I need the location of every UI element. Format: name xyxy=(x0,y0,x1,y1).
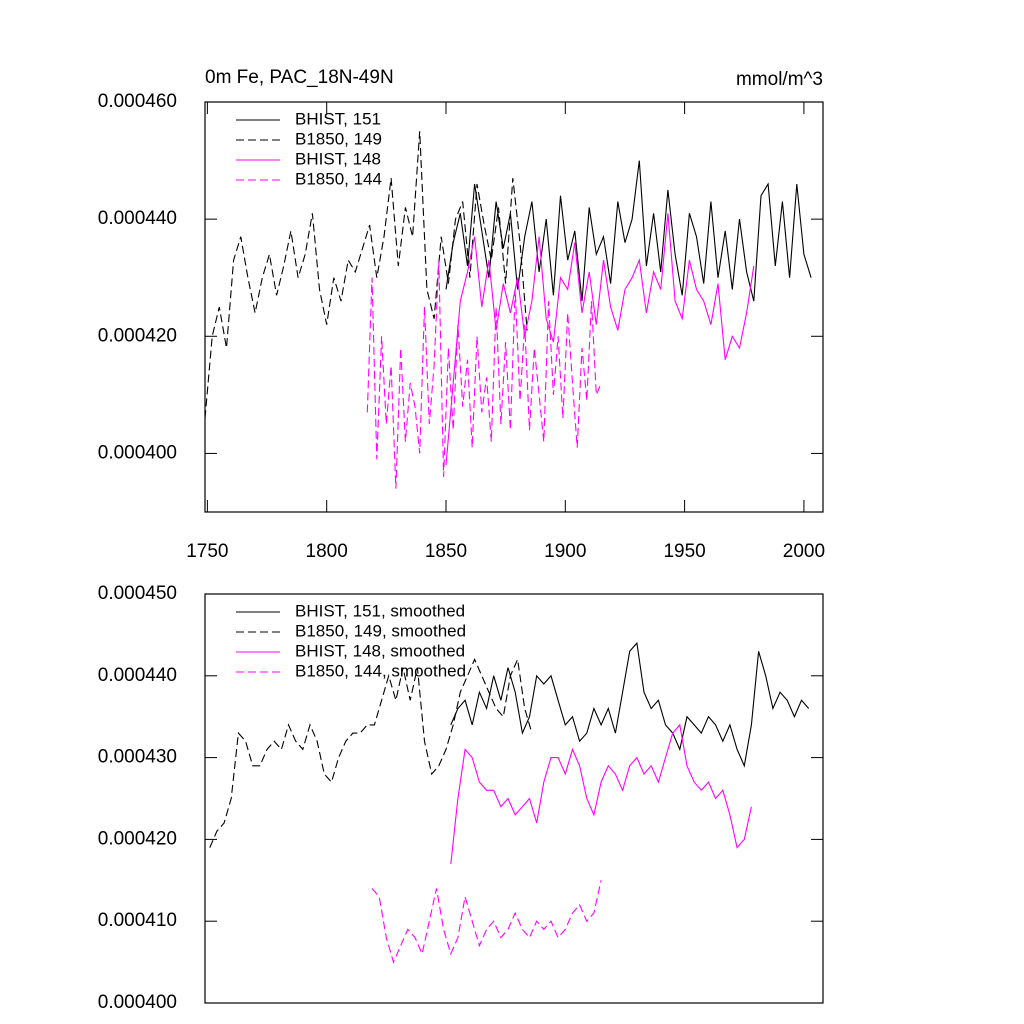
x-tick-label: 1950 xyxy=(663,541,705,562)
legend-label: B1850, 144, smoothed xyxy=(295,661,466,680)
legend-label: B1850, 149 xyxy=(295,129,382,148)
series-line xyxy=(450,641,810,768)
y-tick-label: 0.000400 xyxy=(98,442,177,463)
x-tick-label: 2000 xyxy=(783,541,825,562)
x-tick-label: 1800 xyxy=(306,541,348,562)
series-line xyxy=(371,880,602,964)
legend-label: B1850, 149, smoothed xyxy=(295,621,466,640)
x-tick-label: 1850 xyxy=(425,541,467,562)
plot-frame xyxy=(204,593,824,1004)
y-tick-label: 0.000440 xyxy=(98,665,177,686)
legend-label: BHIST, 148, smoothed xyxy=(295,641,465,660)
units-label: mmol/m^3 xyxy=(736,69,823,90)
legend-label: B1850, 144 xyxy=(295,169,382,188)
x-tick-label: 1900 xyxy=(544,541,586,562)
legend-label: BHIST, 151 xyxy=(295,109,381,128)
series-line xyxy=(366,260,602,489)
series-line xyxy=(450,723,752,864)
y-tick-label: 0.000430 xyxy=(98,747,177,768)
y-tick-label: 0.000440 xyxy=(98,208,177,229)
y-tick-label: 0.000460 xyxy=(98,91,177,112)
x-tick-label: 1750 xyxy=(186,541,228,562)
y-tick-label: 0.000450 xyxy=(98,583,177,604)
y-tick-label: 0.000410 xyxy=(98,910,177,931)
legend-label: BHIST, 148 xyxy=(295,149,381,168)
series-line xyxy=(204,131,528,419)
series-line xyxy=(445,213,755,466)
y-tick-label: 0.000420 xyxy=(98,828,177,849)
series-line xyxy=(209,657,533,848)
chart-title: 0m Fe, PAC_18N-49N xyxy=(205,67,394,88)
legend-label: BHIST, 151, smoothed xyxy=(295,601,465,620)
y-tick-label: 0.000420 xyxy=(98,325,177,346)
y-tick-label: 0.000400 xyxy=(98,992,177,1013)
plot-frame xyxy=(204,101,824,513)
